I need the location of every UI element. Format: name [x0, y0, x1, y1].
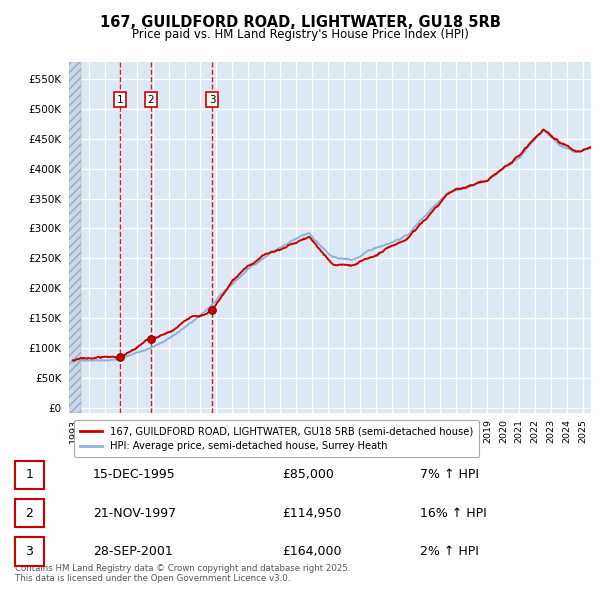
Text: 3: 3	[209, 94, 215, 104]
Bar	[68, 62, 81, 413]
Text: £164,000: £164,000	[282, 545, 341, 558]
Bar	[68, 62, 81, 413]
Text: Price paid vs. HM Land Registry's House Price Index (HPI): Price paid vs. HM Land Registry's House …	[131, 28, 469, 41]
Text: 1: 1	[117, 94, 124, 104]
Text: 7% ↑ HPI: 7% ↑ HPI	[420, 468, 479, 481]
Text: 28-SEP-2001: 28-SEP-2001	[93, 545, 173, 558]
Text: 167, GUILDFORD ROAD, LIGHTWATER, GU18 5RB: 167, GUILDFORD ROAD, LIGHTWATER, GU18 5R…	[100, 15, 500, 30]
Text: 21-NOV-1997: 21-NOV-1997	[93, 507, 176, 520]
Text: 2: 2	[25, 507, 34, 520]
Text: Contains HM Land Registry data © Crown copyright and database right 2025.
This d: Contains HM Land Registry data © Crown c…	[15, 563, 350, 583]
Text: 2: 2	[148, 94, 154, 104]
Text: 16% ↑ HPI: 16% ↑ HPI	[420, 507, 487, 520]
Text: 15-DEC-1995: 15-DEC-1995	[93, 468, 176, 481]
Text: 1: 1	[25, 468, 34, 481]
Legend: 167, GUILDFORD ROAD, LIGHTWATER, GU18 5RB (semi-detached house), HPI: Average pr: 167, GUILDFORD ROAD, LIGHTWATER, GU18 5R…	[74, 421, 479, 457]
Text: 3: 3	[25, 545, 34, 558]
Text: £114,950: £114,950	[282, 507, 341, 520]
Text: £85,000: £85,000	[282, 468, 334, 481]
Text: 2% ↑ HPI: 2% ↑ HPI	[420, 545, 479, 558]
